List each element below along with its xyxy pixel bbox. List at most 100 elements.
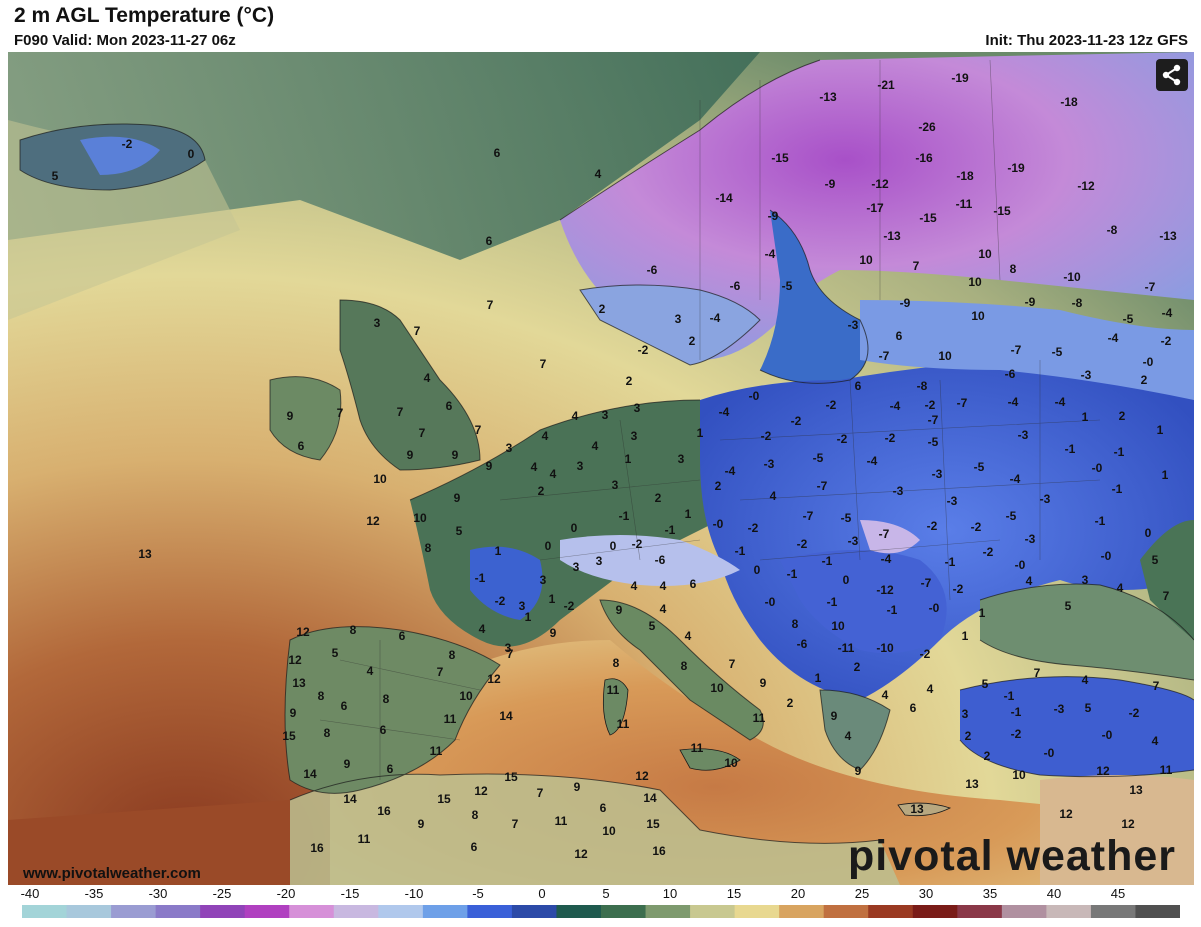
temperature-label: 1: [962, 629, 969, 643]
colorbar-segment: [1001, 905, 1047, 918]
temperature-label: -1: [619, 509, 630, 523]
temperature-label: 3: [675, 312, 682, 326]
temperature-label: -5: [1123, 312, 1134, 326]
temperature-label: 16: [377, 804, 391, 818]
temperature-label: 13: [292, 676, 306, 690]
colorbar-segment: [1046, 905, 1092, 918]
temperature-label: 12: [1121, 817, 1135, 831]
temperature-label: -5: [841, 511, 852, 525]
temperature-label: 8: [350, 623, 357, 637]
temperature-label: -4: [867, 454, 878, 468]
temperature-label: -3: [1018, 428, 1029, 442]
temperature-label: 6: [486, 234, 493, 248]
temperature-label: 1: [1082, 410, 1089, 424]
temperature-label: 7: [729, 657, 736, 671]
temperature-label: -9: [900, 296, 911, 310]
colorbar-segment: [645, 905, 691, 918]
colorbar-tick-label: 35: [982, 886, 998, 901]
temperature-label: -10: [1063, 270, 1081, 284]
temperature-label: -3: [1081, 368, 1092, 382]
colorbar-tick-label: 20: [790, 886, 806, 901]
temperature-label: 4: [542, 429, 549, 443]
temperature-label: 2: [984, 749, 991, 763]
temperature-label: 14: [303, 767, 317, 781]
temperature-label: 5: [332, 646, 339, 660]
temperature-label: 9: [574, 780, 581, 794]
temperature-label: -11: [956, 197, 973, 211]
temperature-label: -13: [883, 229, 901, 243]
temperature-label: -0: [1044, 746, 1055, 760]
temperature-label: 12: [366, 514, 380, 528]
colorbar-segment: [823, 905, 869, 918]
temperature-label: 1: [525, 610, 532, 624]
temperature-label: -12: [1077, 179, 1095, 193]
temperature-label: 6: [399, 629, 406, 643]
temperature-label: -3: [932, 467, 943, 481]
colorbar-tick-label: 10: [662, 886, 678, 901]
colorbar-segment: [1090, 905, 1137, 918]
temperature-label: 3: [540, 573, 547, 587]
temperature-label: 4: [424, 371, 431, 385]
temperature-label: 7: [437, 665, 444, 679]
temperature-label: -3: [1054, 702, 1065, 716]
temperature-label: -13: [1159, 229, 1177, 243]
temperature-label: 3: [612, 478, 619, 492]
temperature-label: 7: [1163, 589, 1170, 603]
map-header: 2 m AGL Temperature (°C) F090 Valid: Mon…: [0, 0, 1201, 52]
share-button[interactable]: [1156, 59, 1188, 91]
temperature-label: -4: [1008, 395, 1019, 409]
temperature-label: 7: [1034, 666, 1041, 680]
temperature-label: 0: [754, 563, 761, 577]
temperature-label: -1: [945, 555, 956, 569]
map-title: 2 m AGL Temperature (°C): [14, 4, 275, 27]
temperature-label: 10: [413, 511, 427, 525]
temperature-label: 15: [504, 770, 518, 784]
temperature-label: -7: [921, 576, 932, 590]
temperature-label: -4: [719, 405, 730, 419]
temperature-label: 12: [1096, 764, 1110, 778]
temperature-label: 9: [831, 709, 838, 723]
temperature-label: -6: [647, 263, 658, 277]
temperature-label: -18: [1060, 95, 1078, 109]
temperature-map[interactable]: -2 0 5 6 4 6 7 7 -13 -21 -19 -18 -26 -15 -16 -19 -18 -12-…: [8, 52, 1194, 885]
temperature-label: -9: [1025, 295, 1036, 309]
temperature-label: -2: [826, 398, 837, 412]
temperature-label: 10: [831, 619, 845, 633]
temperature-label: 2: [965, 729, 972, 743]
temperature-label: -6: [655, 553, 666, 567]
temperature-label: 7: [540, 357, 547, 371]
temperature-label: 8: [318, 689, 325, 703]
temperature-label: 1: [625, 452, 632, 466]
temperature-label: -0: [929, 601, 940, 615]
temperature-label: 8: [449, 648, 456, 662]
temperature-label: -2: [983, 545, 994, 559]
temperature-label: -2: [1129, 706, 1140, 720]
temperature-label: 1: [979, 606, 986, 620]
colorbar-tick-label: 15: [726, 886, 742, 901]
temperature-label: 3: [596, 554, 603, 568]
colorbar-segment: [422, 905, 468, 918]
temperature-label: 3: [1082, 573, 1089, 587]
temperature-label: 4: [1152, 734, 1159, 748]
temperature-label: 10: [459, 689, 473, 703]
colorbar-tick-label: -25: [212, 886, 232, 901]
temperature-label: 13: [138, 547, 152, 561]
colorbar-segment: [111, 905, 157, 918]
colorbar-tick-label: -35: [84, 886, 104, 901]
temperature-label: 4: [845, 729, 852, 743]
temperature-label: -7: [879, 527, 890, 541]
colorbar-segment: [511, 905, 558, 918]
temperature-label: 6: [298, 439, 305, 453]
temperature-label: -16: [915, 151, 933, 165]
temperature-label: 3: [678, 452, 685, 466]
temperature-label: -7: [803, 509, 814, 523]
temperature-label: -15: [993, 204, 1011, 218]
temperature-label: 6: [446, 399, 453, 413]
temperature-label: -0: [1102, 728, 1113, 742]
temperature-label: -7: [1145, 280, 1156, 294]
temperature-label: -5: [1052, 345, 1063, 359]
temperature-label: -8: [917, 379, 928, 393]
temperature-label: -2: [564, 599, 575, 613]
temperature-label: -12: [871, 177, 889, 191]
